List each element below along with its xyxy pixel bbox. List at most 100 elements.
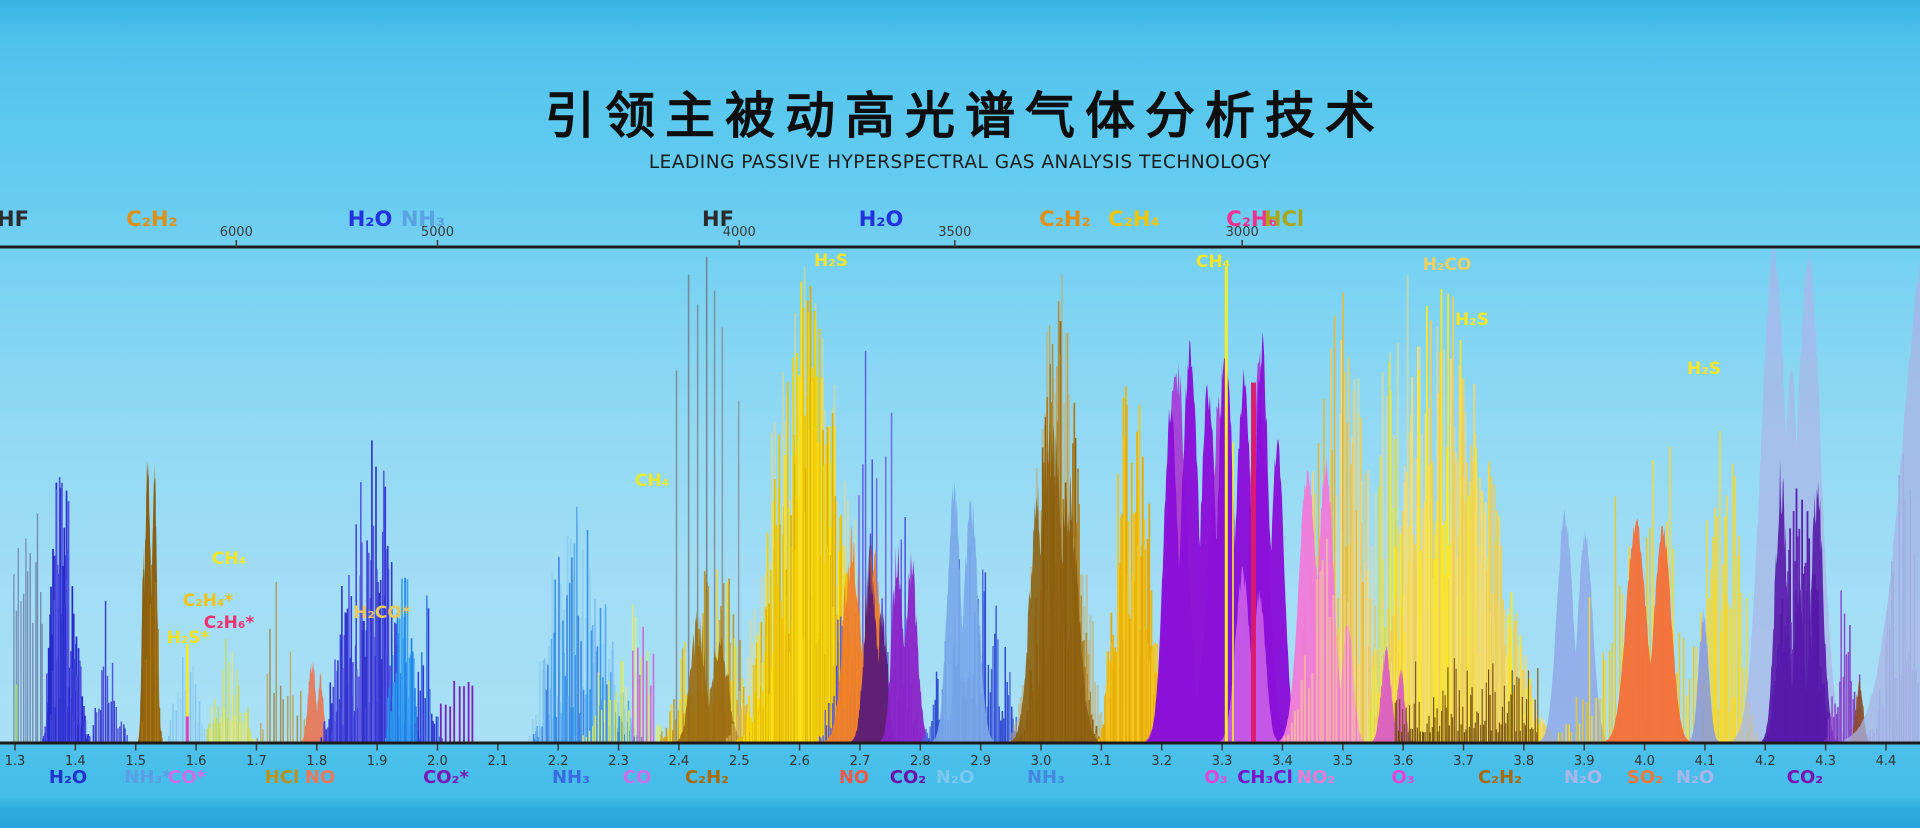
bottom-axis-tick-label: 3.3 xyxy=(1212,754,1233,769)
gas-label-plot: CH₄ xyxy=(1196,252,1230,272)
gas-label-bottom: CO₂ xyxy=(1787,767,1823,788)
bottom-axis-tick-label: 1.9 xyxy=(367,754,388,769)
gas-label-bottom: O₃ xyxy=(1204,767,1227,788)
top-axis-tick-label: 4000 xyxy=(723,225,756,240)
top-axis-tick-label: 3500 xyxy=(938,225,971,240)
band-golden-315 xyxy=(1097,386,1168,743)
gas-label-bottom: N₂O xyxy=(1676,767,1714,788)
gas-label-bottom: CO₂* xyxy=(423,767,469,788)
gas-label-bottom: NO xyxy=(839,767,869,788)
spectra-bands xyxy=(13,247,1920,743)
gas-label-top: C₂H₄ xyxy=(1108,207,1159,231)
band-salmon-no xyxy=(300,659,331,743)
bottom-axis-tick-label: 2.1 xyxy=(487,754,508,769)
band-periwinkle-41 xyxy=(1688,608,1720,743)
gas-label-top: H₂O xyxy=(859,207,904,231)
bottom-axis-tick xyxy=(919,744,922,751)
gas-label-bottom: O₃ xyxy=(1391,767,1414,788)
bottom-axis-tick-label: 2.8 xyxy=(910,754,931,769)
top-axis-tick xyxy=(436,240,439,247)
band-orchid-234 xyxy=(632,626,655,743)
gas-label-bottom: H₂O xyxy=(49,767,87,788)
top-axis-tick-label: 6000 xyxy=(220,225,253,240)
gas-label-bottom: CO* xyxy=(168,767,207,788)
band-ch4-line xyxy=(1224,266,1234,743)
band-khaki-hcl xyxy=(256,582,311,743)
gas-label-bottom: NO xyxy=(305,767,335,788)
gas-label-bottom: CH₃Cl xyxy=(1237,767,1293,788)
bottom-axis-tick xyxy=(1885,744,1887,751)
gas-label-plot: H₂CO xyxy=(1423,255,1472,275)
bottom-axis-tick-label: 1.7 xyxy=(246,754,267,769)
bottom-axis-tick-label: 3.5 xyxy=(1332,754,1353,769)
bottom-axis-tick xyxy=(859,744,861,751)
top-axis-line xyxy=(0,245,1920,249)
band-orange-so2 xyxy=(1605,517,1690,743)
bottom-axis-tick xyxy=(1160,744,1163,751)
band-purple-cols-278 xyxy=(880,544,931,743)
gas-label-bottom: C₂H₂ xyxy=(1478,767,1522,788)
band-green-spike-left xyxy=(15,684,18,743)
bottom-axis-tick xyxy=(617,744,620,751)
bottom-axis-tick xyxy=(1281,744,1284,751)
gas-label-plot: CH₄ xyxy=(635,471,669,491)
page-title: 引领主被动高光谱气体分析技术 xyxy=(545,87,1385,145)
bottom-axis-tick xyxy=(798,744,801,751)
gas-label-bottom: NO₂ xyxy=(1297,767,1335,788)
bottom-axis-tick-label: 2.0 xyxy=(427,754,448,769)
gas-label-top: HCl xyxy=(1264,207,1304,231)
band-dodger-22 xyxy=(532,506,645,743)
top-axis-tick-label: 5000 xyxy=(421,225,454,240)
gas-label-top: C₂H₆ xyxy=(1226,207,1277,231)
bottom-axis-tick xyxy=(1402,744,1404,751)
bottom-axis-tick-label: 3.0 xyxy=(1031,754,1052,769)
band-h2o-138 xyxy=(42,477,91,743)
bottom-axis-tick-label: 4.1 xyxy=(1695,754,1716,769)
gas-label-bottom: CO₂ xyxy=(890,767,926,788)
bottom-axis-tick-label: 3.1 xyxy=(1091,754,1112,769)
bottom-axis-tick-label: 2.9 xyxy=(970,754,991,769)
bottom-axis-tick-label: 4.2 xyxy=(1755,754,1776,769)
gas-label-plot: H₂S xyxy=(1687,359,1721,379)
bottom-axis-tick xyxy=(738,744,741,751)
gas-label-plot: H₂CO* xyxy=(353,603,411,623)
top-axis-tick xyxy=(235,240,238,247)
bottom-axis-tick xyxy=(1643,744,1646,751)
axes: 6000 5000 4000 3500 3000 1.3 1.4 1.5 1.6 1.7 1.8 1.… xyxy=(0,207,1920,788)
gas-label-plot: C₂H₆* xyxy=(204,613,255,633)
band-magenta-bumps-358 xyxy=(1370,645,1415,743)
gas-label-plot: H₂S xyxy=(1455,310,1489,330)
bottom-axis-tick-label: 3.8 xyxy=(1514,754,1535,769)
bottom-axis-tick-label: 2.3 xyxy=(608,754,629,769)
band-pale-yellow-big xyxy=(1374,289,1560,743)
bottom-axis-tick xyxy=(1462,744,1465,751)
gas-label-bottom: CO xyxy=(623,767,652,788)
bottom-axis-tick-label: 1.4 xyxy=(65,754,86,769)
band-h2co-dodger xyxy=(385,577,422,743)
bottom-axis-tick-label: 2.7 xyxy=(850,754,871,769)
band-yellow-spike-1585 xyxy=(185,644,189,743)
bottom-axis-tick-label: 3.7 xyxy=(1453,754,1474,769)
band-cornflower-n2o xyxy=(1539,509,1609,743)
gas-label-bottom: HCl xyxy=(265,767,299,788)
bottom-axis-tick-label: 2.2 xyxy=(548,754,569,769)
gas-label-bottom: C₂H₂ xyxy=(685,767,729,788)
band-h2o-tail xyxy=(92,600,128,743)
bottom-axis-line xyxy=(0,741,1920,745)
gas-label-bottom: SO₂ xyxy=(1627,767,1663,788)
bottom-axis-tick xyxy=(255,744,258,751)
bottom-axis-tick-label: 3.4 xyxy=(1272,754,1293,769)
bottom-axis-tick xyxy=(678,744,680,751)
gas-label-bottom: N₂O xyxy=(1564,767,1602,788)
bottom-axis-tick-label: 1.8 xyxy=(306,754,327,769)
bottom-axis-tick xyxy=(1583,744,1585,751)
gas-label-plot: H₂S xyxy=(814,251,848,271)
band-gray-spikes xyxy=(675,256,740,743)
bottom-axis-tick xyxy=(1523,744,1525,751)
band-crimson-stripe xyxy=(1251,382,1256,743)
band-slate-left xyxy=(13,513,43,743)
bottom-axis-tick xyxy=(1824,744,1827,751)
bottom-axis-tick xyxy=(1764,744,1767,751)
gas-label-top: C₂H₂ xyxy=(1039,207,1090,231)
